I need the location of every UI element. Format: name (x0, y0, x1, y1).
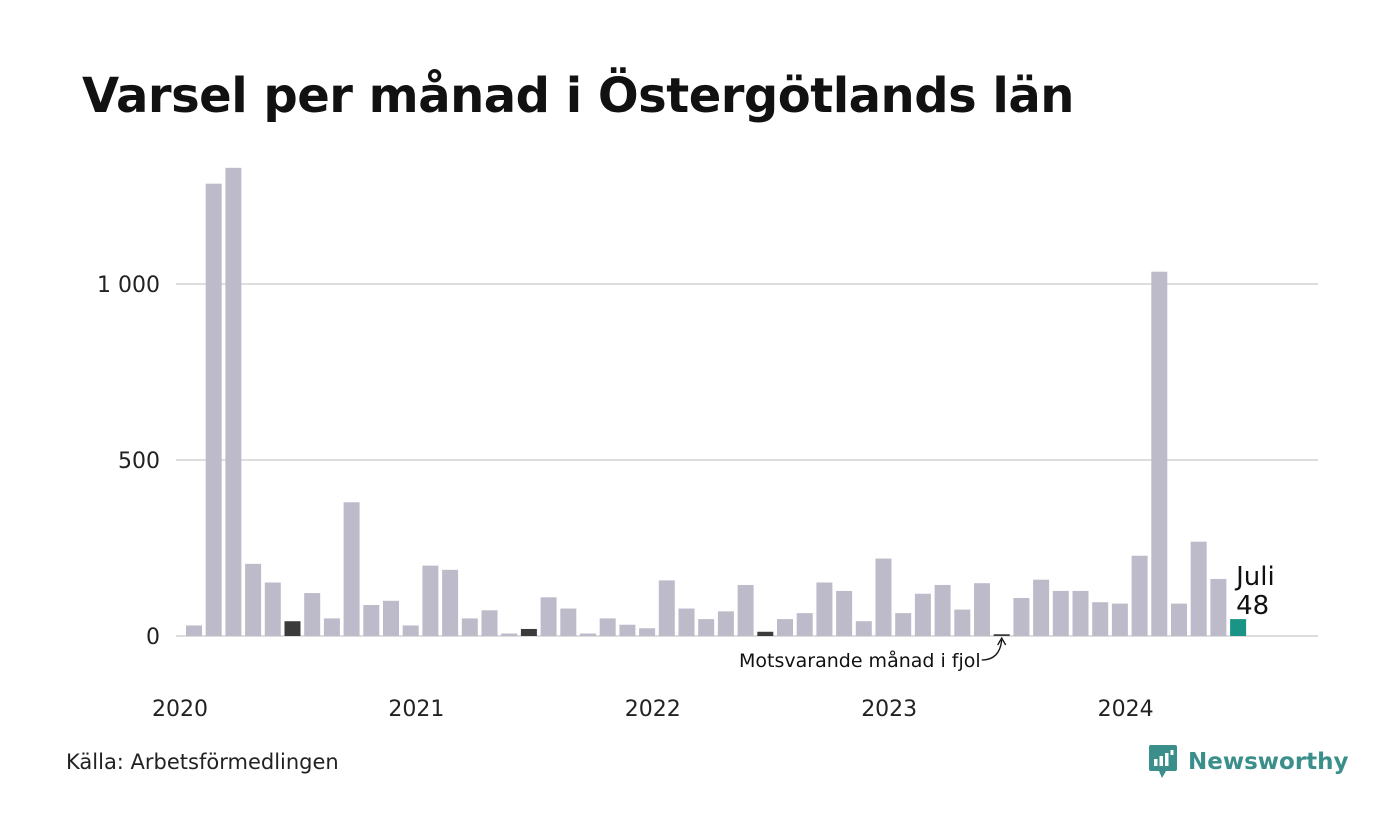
bar (855, 621, 872, 636)
annotation-label: Motsvarande månad i fjol (739, 649, 981, 672)
bar (245, 563, 262, 636)
bar (560, 608, 577, 636)
bar (323, 618, 340, 636)
bar (481, 610, 498, 636)
bar (1072, 590, 1089, 636)
bar (383, 600, 399, 636)
bar (422, 565, 439, 636)
latest-value-label: 48 (1236, 591, 1269, 621)
bar (816, 582, 833, 636)
bar-chart-speech-bubble-icon (1149, 745, 1177, 778)
bar (540, 597, 557, 636)
bar (974, 583, 990, 636)
x-tick-label: 2023 (861, 697, 917, 722)
bar (599, 618, 616, 636)
bar (461, 618, 478, 636)
bar (993, 634, 1010, 636)
bar (875, 558, 892, 636)
bar (1092, 602, 1109, 636)
bar (304, 593, 321, 636)
x-tick-label: 2020 (152, 697, 208, 722)
bar (205, 183, 222, 636)
bar (442, 569, 459, 636)
bar (619, 624, 636, 636)
x-tick-label: 2021 (388, 697, 444, 722)
bar (914, 593, 931, 636)
bar (501, 633, 518, 636)
bar (895, 613, 912, 636)
annotation-arrow (981, 639, 1003, 661)
x-tick-label: 2022 (625, 697, 681, 722)
chart-title: Varsel per månad i Östergötlands län (82, 68, 1074, 124)
bar (658, 580, 675, 636)
bar-latest (1230, 619, 1247, 636)
bar (1013, 597, 1030, 636)
bar (757, 631, 774, 636)
bar (954, 609, 971, 636)
bar (777, 619, 793, 636)
y-tick-label: 0 (146, 625, 160, 650)
bar (225, 167, 242, 636)
bar (1151, 271, 1168, 636)
bar (520, 628, 537, 636)
bar (934, 584, 951, 636)
bar (1111, 603, 1128, 636)
logo-text: Newsworthy (1188, 749, 1349, 775)
bar (717, 611, 734, 636)
bar (580, 633, 596, 636)
bar (836, 590, 853, 636)
bar (678, 608, 695, 636)
bar (698, 619, 715, 636)
bar (1033, 579, 1050, 636)
bar (737, 584, 754, 636)
bar (264, 582, 281, 636)
annotation-arrowhead (997, 636, 1007, 646)
y-tick-label: 1 000 (97, 273, 160, 298)
y-tick-label: 500 (118, 449, 160, 474)
bar (284, 621, 301, 636)
bar (402, 625, 419, 636)
bar (639, 628, 656, 636)
source-note: Källa: Arbetsförmedlingen (66, 750, 339, 774)
latest-month-label: Juli (1234, 562, 1275, 592)
bar (343, 502, 360, 636)
bar (1052, 590, 1069, 636)
x-tick-label: 2024 (1098, 697, 1154, 722)
bar (1210, 578, 1227, 636)
newsworthy-logo: Newsworthy (1148, 744, 1349, 780)
bar (1131, 555, 1148, 636)
bar (363, 605, 380, 636)
bar (796, 613, 813, 636)
bar (1171, 603, 1187, 636)
bar (186, 625, 202, 636)
bar (1190, 541, 1207, 636)
